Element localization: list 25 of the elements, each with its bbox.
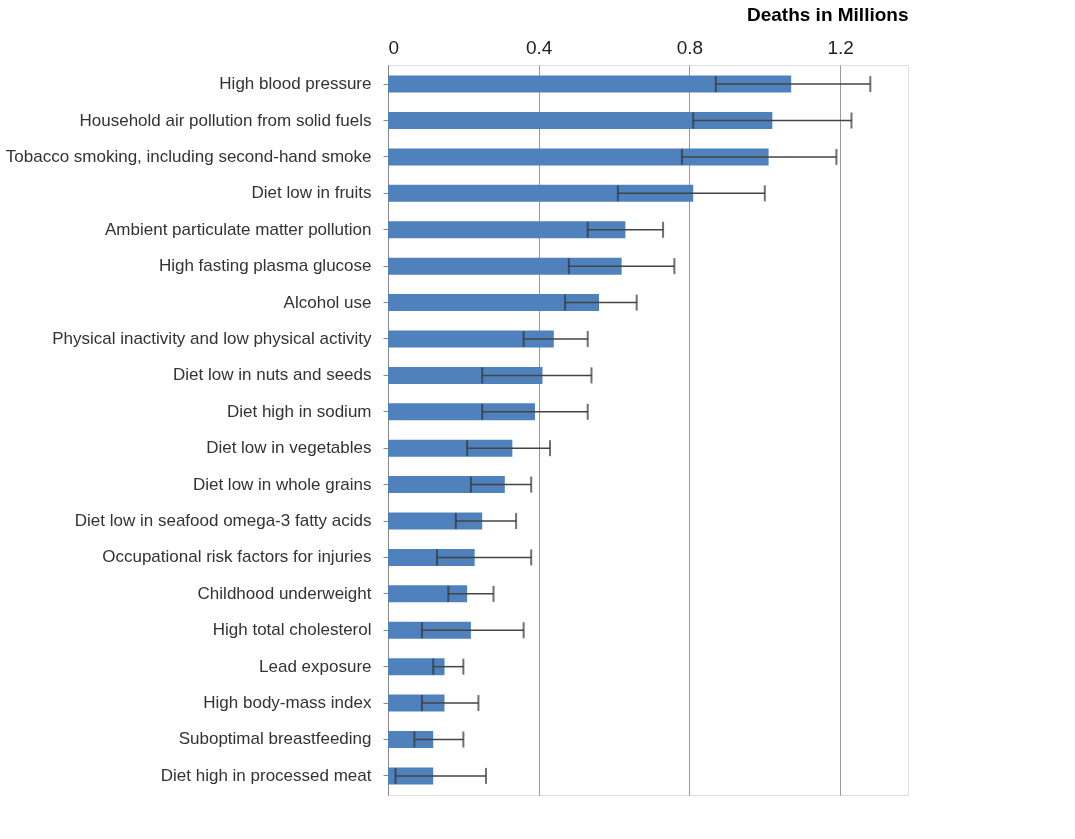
x-tick-label: 1.2 [827,36,854,58]
y-tick-label: High body-mass index [203,693,372,713]
y-tick-label: Diet low in whole grains [192,474,372,494]
y-tick-label: High total cholesterol [212,620,372,640]
y-tick-label: Diet high in processed meat [160,765,372,785]
y-tick-label: High blood pressure [219,74,372,94]
y-tick-label: Ambient particulate matter pollution [105,219,372,239]
y-tick-label: Diet high in sodium [226,401,372,421]
y-tick-label: Occupational risk factors for injuries [102,547,372,567]
y-tick-label: Diet low in nuts and seeds [173,365,372,385]
x-tick-label: 0.8 [676,36,704,58]
y-tick-label: Lead exposure [259,656,372,676]
y-tick-label: Diet low in fruits [251,183,372,203]
y-tick-label: Suboptimal breastfeeding [178,729,372,749]
y-tick-label: Diet low in seafood omega-3 fatty acids [74,511,372,531]
y-tick-label: Diet low in vegetables [206,438,372,458]
y-tick-label: Tobacco smoking, including second-hand smoke [5,146,372,166]
y-tick-label: Childhood underweight [197,583,372,603]
y-tick-label: Physical inactivity and low physical activity [52,328,372,348]
x-tick-label: 0 [388,36,400,58]
y-tick-label: High fasting plasma glucose [158,256,372,276]
y-tick-label: Household air pollution from solid fuels [79,110,372,130]
x-axis-title: Deaths in Millions [746,3,909,25]
x-tick-label: 0.4 [526,36,553,58]
y-tick-label: Alcohol use [283,292,372,312]
